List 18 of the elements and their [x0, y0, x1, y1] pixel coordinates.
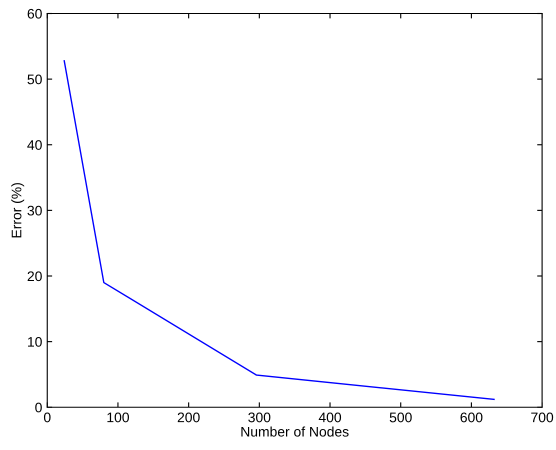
x-tick-label: 400	[318, 412, 342, 422]
y-axis-title: Error (%)	[11, 183, 24, 238]
y-tick-label: 40	[27, 140, 42, 150]
x-axis-title: Number of Nodes	[241, 426, 349, 437]
x-tick-label: 100	[107, 412, 129, 422]
x-tick-label: 200	[178, 412, 200, 422]
y-tick-label: 10	[28, 336, 42, 347]
y-tick-label: 20	[28, 271, 42, 282]
y-tick-label: 50	[28, 74, 42, 84]
x-tick-label: 0	[44, 412, 51, 422]
x-tick-label: 600	[460, 412, 482, 422]
y-tick-label: 60	[28, 8, 42, 19]
x-tick-label: 700	[531, 412, 554, 422]
x-tick-label: 300	[248, 412, 270, 422]
x-tick-label: 500	[390, 412, 412, 422]
line-series	[64, 60, 495, 400]
y-tick-label: 30	[27, 206, 42, 216]
y-tick-label: 0	[35, 402, 42, 412]
